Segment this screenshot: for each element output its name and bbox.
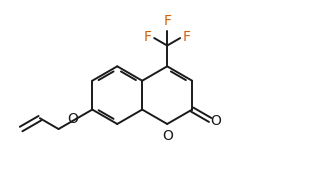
Text: F: F <box>143 30 151 44</box>
Text: O: O <box>162 129 173 143</box>
Text: O: O <box>67 112 78 125</box>
Text: O: O <box>210 114 221 128</box>
Text: F: F <box>163 14 171 28</box>
Text: F: F <box>183 30 191 44</box>
